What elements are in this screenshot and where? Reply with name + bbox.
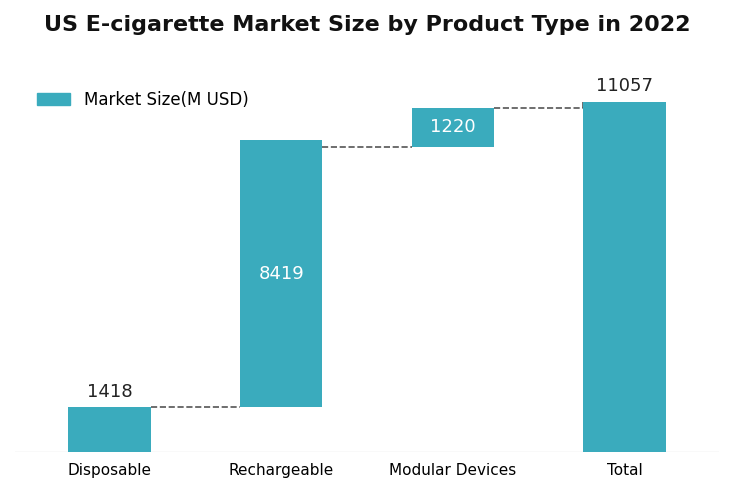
Bar [240, 141, 322, 407]
Text: 1418: 1418 [87, 383, 132, 401]
Text: 1220: 1220 [430, 118, 476, 136]
Bar [584, 102, 666, 452]
Text: 8419: 8419 [258, 265, 304, 282]
Title: US E-cigarette Market Size by Product Type in 2022: US E-cigarette Market Size by Product Ty… [44, 15, 690, 35]
Text: 11057: 11057 [596, 77, 653, 95]
Bar [68, 407, 150, 452]
Bar [412, 108, 494, 146]
Legend: Market Size(M USD): Market Size(M USD) [30, 84, 255, 115]
